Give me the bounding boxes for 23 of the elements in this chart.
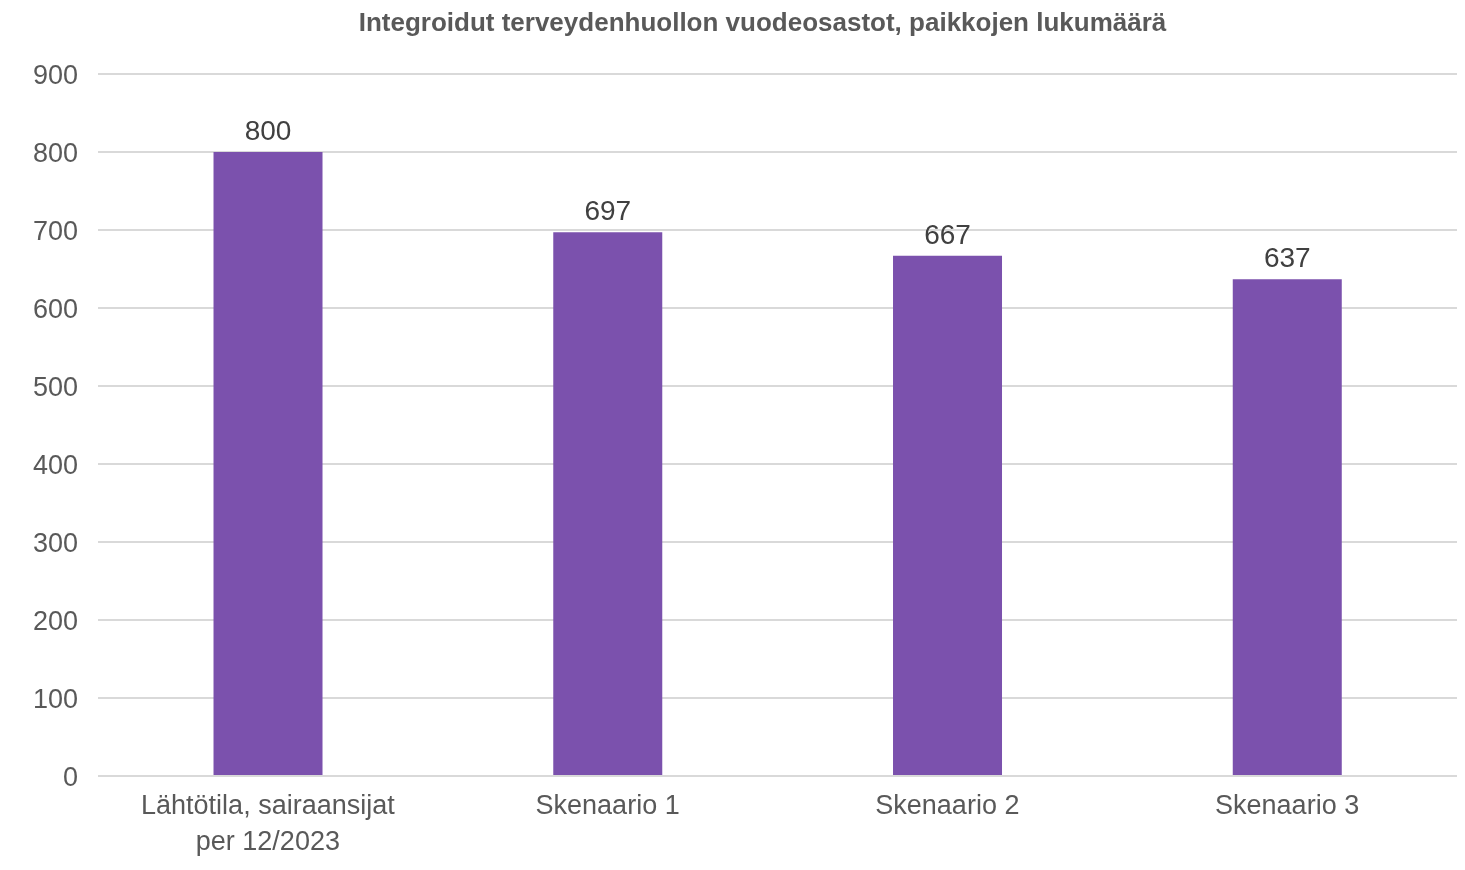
x-tick-label: Skenaario 2 (875, 790, 1020, 820)
data-label: 667 (924, 218, 971, 250)
y-tick-label: 700 (32, 215, 78, 246)
y-tick-label: 200 (32, 605, 78, 636)
bar (553, 232, 663, 776)
y-tick-label: 600 (32, 293, 78, 324)
data-label: 800 (244, 115, 292, 146)
x-tick-label: Lähtötila, sairaansijat per 12/2023 (141, 790, 396, 856)
x-tick-label: Skenaario 1 (535, 790, 680, 820)
bar (213, 152, 323, 776)
data-label: 697 (584, 195, 632, 227)
y-tick-label: 0 (62, 761, 78, 792)
y-tick-label: 800 (32, 137, 78, 168)
y-tick-label: 300 (32, 527, 78, 558)
data-label: 637 (1263, 242, 1311, 274)
bar (1232, 279, 1342, 776)
y-tick-label: 400 (32, 449, 78, 480)
y-tick-label: 900 (32, 59, 78, 90)
bar (893, 255, 1003, 776)
x-tick-label: Skenaario 3 (1215, 790, 1360, 820)
chart-title: Integroidut terveydenhuollon vuodeosastot, paikkojen lukumäärä (357, 7, 1168, 39)
y-tick-label: 500 (32, 371, 78, 402)
y-tick-label: 100 (32, 683, 78, 714)
